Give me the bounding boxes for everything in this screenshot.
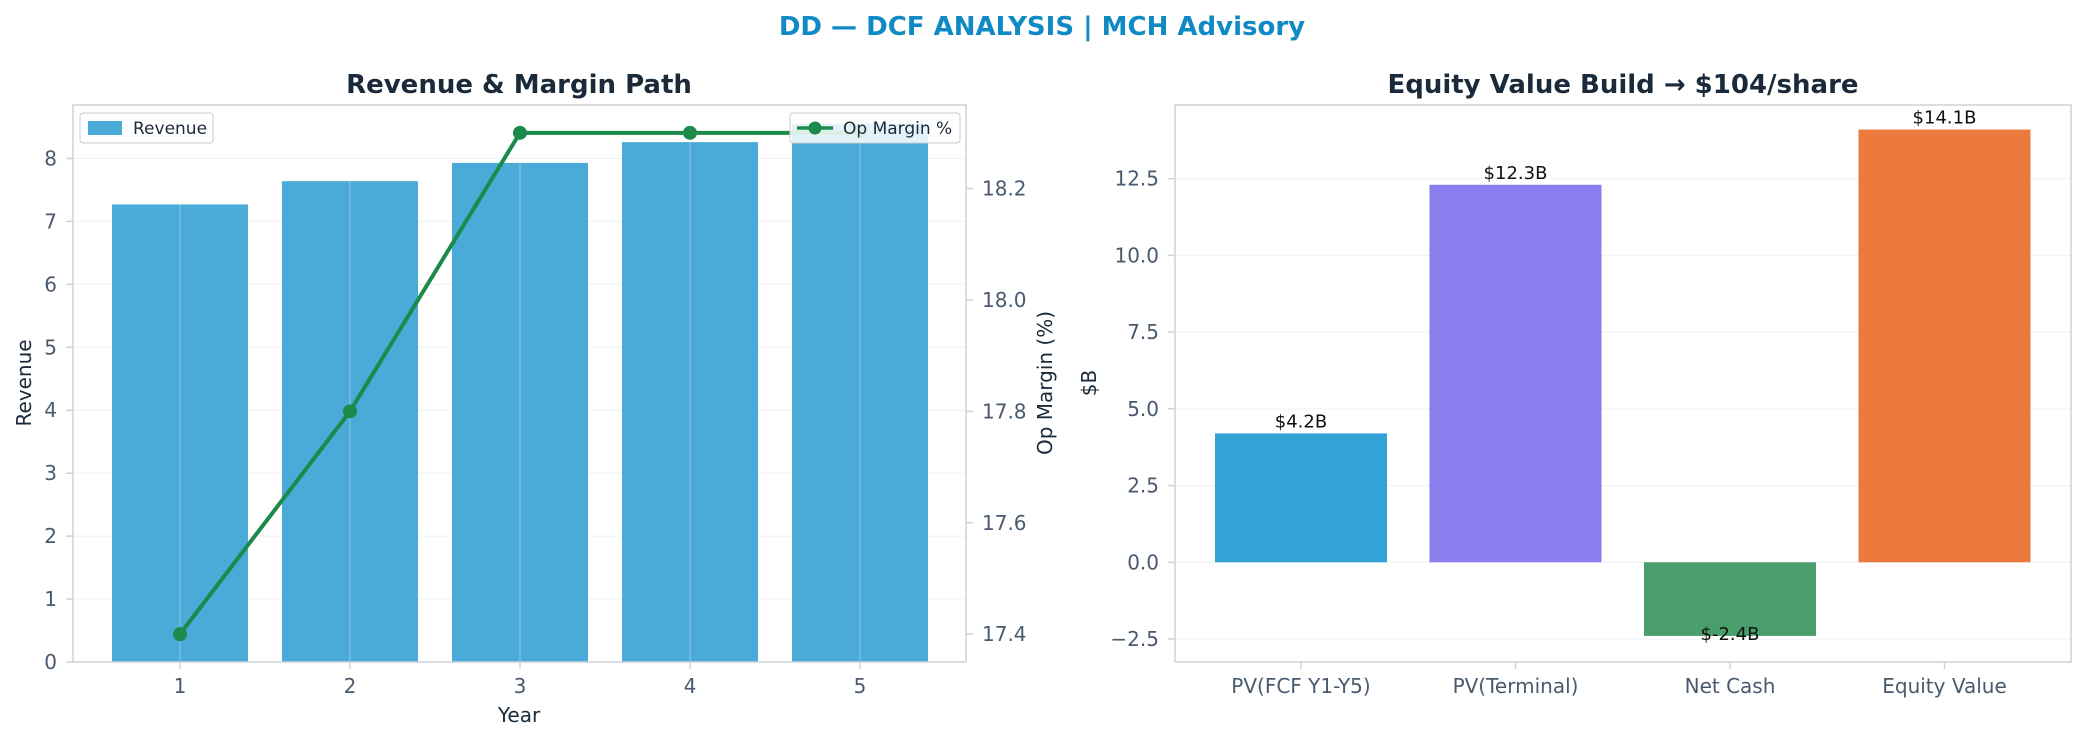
year-x-tick-label: 1 (174, 674, 187, 698)
figure-suptitle: DD — DCF ANALYSIS | MCH Advisory (779, 12, 1305, 42)
revenue-margin-chart: Revenue & Margin Path 0 1 2 3 4 5 6 7 8 17.4 17.6… (12, 70, 1057, 727)
year-x-tick-label: 4 (684, 674, 697, 698)
equity-chart-title: Equity Value Build → $104/share (1387, 70, 1858, 100)
margin-legend-box (789, 112, 961, 144)
revenue-y-tick-label: 4 (44, 398, 57, 422)
margin-y-tick-label: 18.0 (982, 288, 1027, 312)
revenue-y-tick-label: 2 (44, 524, 57, 548)
equity-x-tick-label: Equity Value (1882, 674, 2007, 698)
margin-legend: Op Margin % (789, 112, 961, 144)
revenue-bar (282, 181, 418, 663)
revenue-x-axis-label: Year (497, 703, 541, 727)
equity-chart-frame (1174, 104, 2072, 663)
revenue-y-tick-label: 7 (44, 209, 57, 233)
equity-y-ticks: −2.5 0.0 2.5 5.0 7.5 10.0 12.5 (1110, 167, 1175, 651)
equity-x-tick-label: Net Cash (1685, 674, 1776, 698)
revenue-bar (792, 123, 928, 663)
equity-y-tick-label: 12.5 (1114, 167, 1159, 191)
revenue-bars (112, 123, 928, 663)
margin-y-tick-label: 17.8 (982, 399, 1027, 423)
equity-y-tick-label: 2.5 (1127, 474, 1159, 498)
revenue-chart-title: Revenue & Margin Path (346, 70, 692, 100)
revenue-legend-box (79, 112, 214, 144)
equity-data-label: $12.3B (1484, 163, 1548, 184)
equity-y-tick-label: 0.0 (1127, 550, 1159, 574)
revenue-y-tick-label: 3 (44, 461, 57, 485)
year-x-tick-label: 5 (854, 674, 867, 698)
revenue-y-tick-label: 6 (44, 272, 57, 296)
margin-point (513, 125, 527, 140)
equity-data-labels: $4.2B $12.3B $-2.4B $14.1B (1275, 108, 1977, 645)
revenue-legend: Revenue (79, 112, 214, 144)
year-x-tick-label: 3 (514, 674, 527, 698)
revenue-y-tick-label: 8 (44, 146, 57, 170)
margin-legend-marker (808, 121, 822, 135)
revenue-y-axis-label: Revenue (12, 339, 36, 426)
equity-y-tick-label: 10.0 (1114, 243, 1159, 267)
margin-point (683, 125, 697, 140)
revenue-y-tick-label: 5 (44, 335, 57, 359)
revenue-bar (452, 162, 588, 662)
margin-legend-label: Op Margin % (843, 119, 952, 139)
margin-y-tick-label: 18.2 (982, 177, 1027, 201)
year-x-tick-label: 2 (344, 674, 357, 698)
revenue-bar (622, 142, 758, 663)
revenue-legend-swatch (88, 121, 122, 135)
equity-x-ticks: PV(FCF Y1-Y5) PV(Terminal) Net Cash Equity … (1231, 662, 2007, 698)
margin-point (343, 404, 357, 419)
margin-y-tick-label: 17.6 (982, 511, 1027, 535)
margin-y-axis-label: Op Margin (%) (1033, 311, 1057, 455)
equity-y-tick-label: 5.0 (1127, 397, 1159, 421)
equity-build-chart: Equity Value Build → $104/share $4.2B $12… (1077, 70, 2072, 698)
equity-y-tick-label: −2.5 (1110, 627, 1159, 651)
equity-y-axis-label: $B (1077, 370, 1101, 396)
equity-bars (1215, 129, 2031, 636)
revenue-y-tick-label: 1 (44, 587, 57, 611)
revenue-bar (112, 204, 248, 662)
equity-x-tick-label: PV(Terminal) (1453, 674, 1579, 698)
equity-bar (1858, 129, 2031, 563)
margin-point (173, 627, 187, 642)
equity-y-tick-label: 7.5 (1127, 320, 1159, 344)
revenue-legend-label: Revenue (133, 119, 207, 139)
equity-data-label: $-2.4B (1701, 624, 1760, 645)
equity-x-tick-label: PV(FCF Y1-Y5) (1231, 674, 1370, 698)
equity-bar (1429, 184, 1602, 563)
equity-data-label: $14.1B (1913, 108, 1977, 129)
margin-y-tick-label: 17.4 (982, 622, 1027, 646)
equity-bar (1644, 562, 1816, 636)
margin-y-ticks: 17.4 17.6 17.8 18.0 18.2 (966, 177, 1027, 646)
revenue-y-tick-label: 0 (44, 650, 57, 674)
year-x-ticks: 1 2 3 4 5 (174, 662, 867, 698)
equity-bar (1215, 433, 1387, 563)
revenue-y-ticks: 0 1 2 3 4 5 6 7 8 (44, 146, 73, 674)
equity-data-label: $4.2B (1275, 411, 1327, 432)
